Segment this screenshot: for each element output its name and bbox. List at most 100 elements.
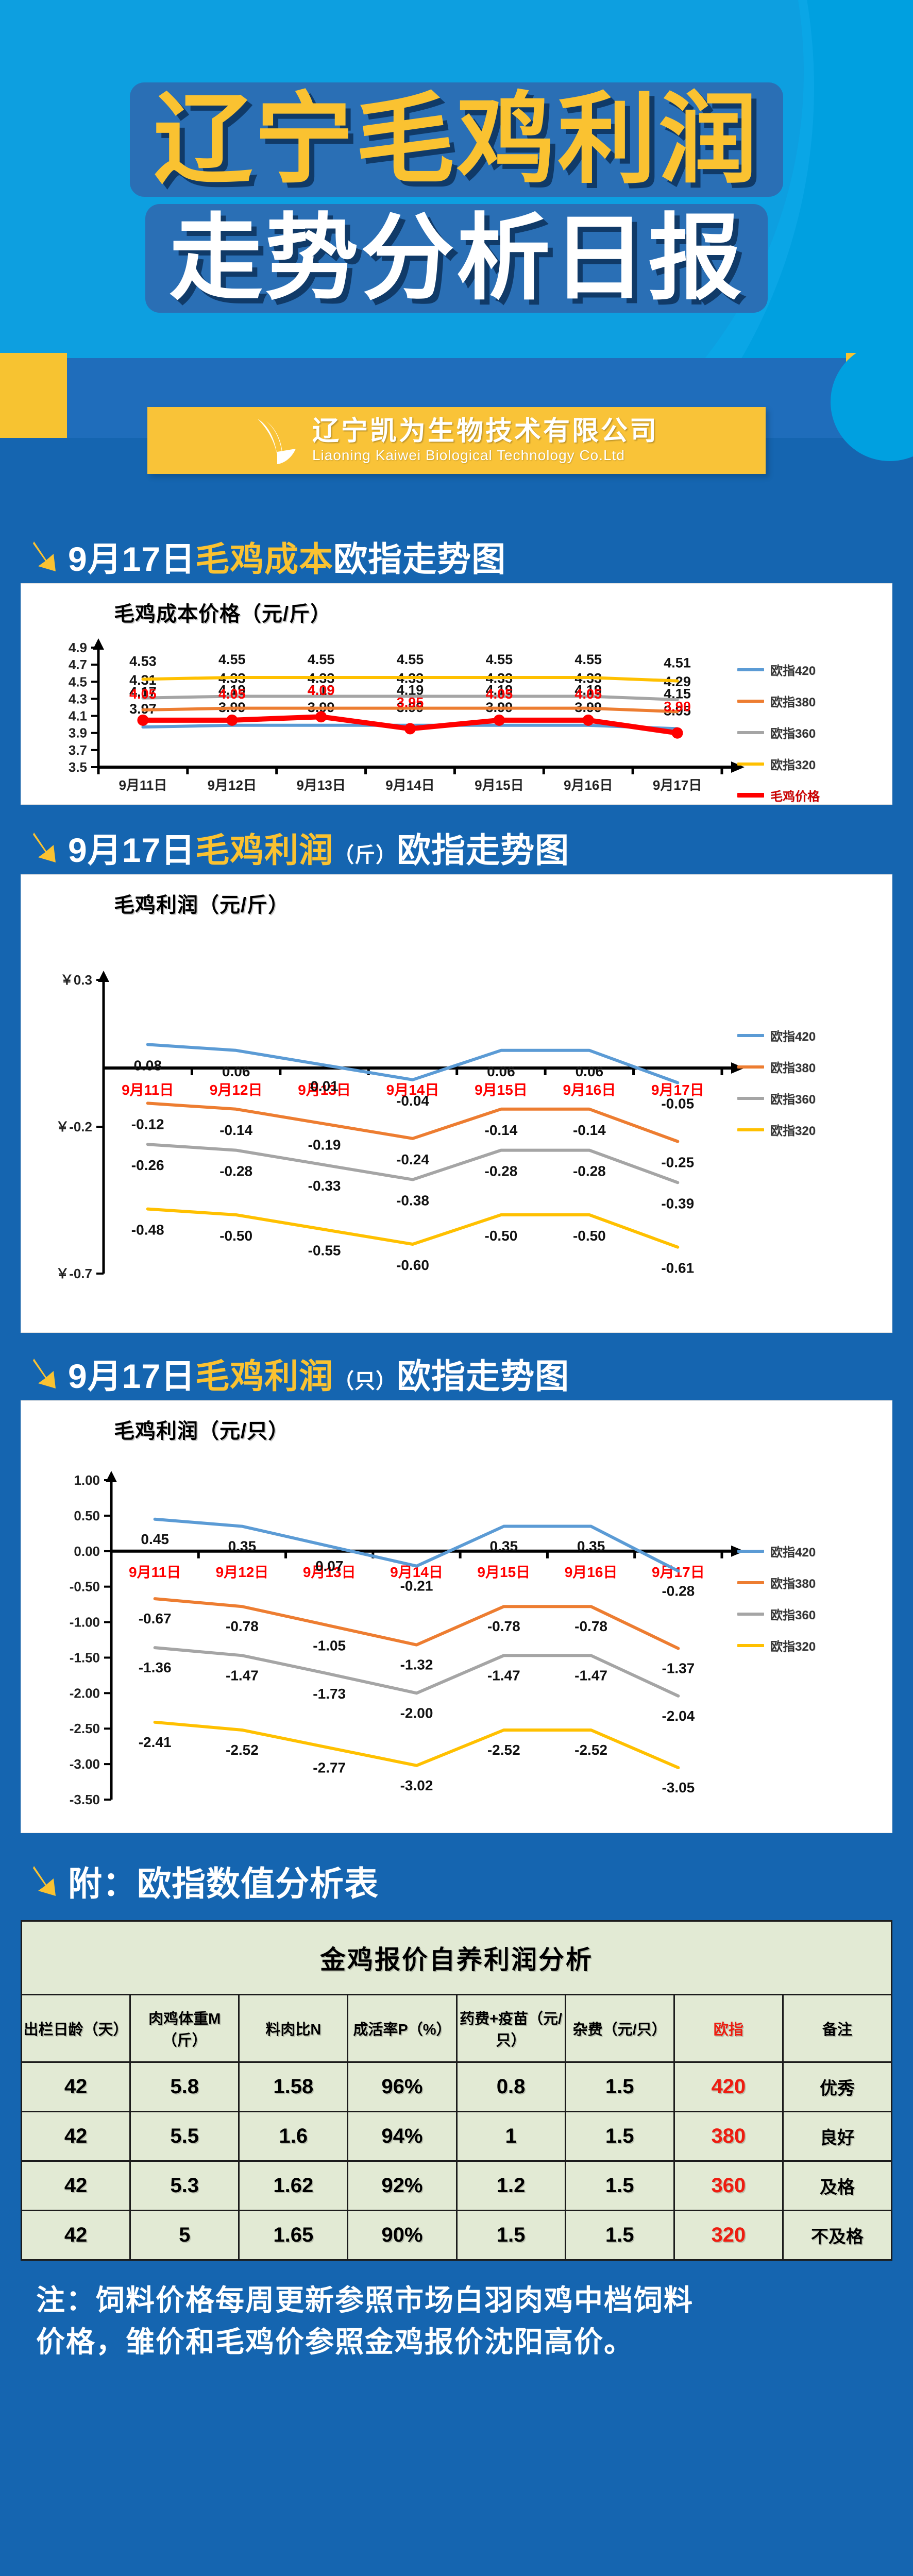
legend-item: 欧指420 bbox=[737, 660, 820, 679]
company-logo-icon bbox=[255, 416, 301, 465]
svg-text:-1.47: -1.47 bbox=[574, 1667, 607, 1683]
svg-text:3.90: 3.90 bbox=[664, 699, 691, 715]
svg-text:-0.50: -0.50 bbox=[573, 1228, 606, 1244]
svg-text:9月14日: 9月14日 bbox=[385, 777, 434, 793]
legend-item: 欧指320 bbox=[737, 1121, 816, 1139]
table-cell: 90% bbox=[347, 2210, 458, 2261]
table-row: 42 5.3 1.62 92% 1.2 1.5 360 及格 bbox=[20, 2160, 893, 2211]
table-caption-row: 金鸡报价自养利润分析 bbox=[21, 1920, 892, 1995]
section-heading-profit-jin: 9月17日毛鸡利润（斤）欧指走势图 bbox=[0, 820, 913, 874]
table-cell: 1.5 bbox=[564, 2160, 675, 2211]
svg-text:-0.28: -0.28 bbox=[485, 1163, 518, 1179]
table-cell: 320 bbox=[673, 2210, 784, 2261]
table-cell: 1.2 bbox=[455, 2160, 566, 2211]
svg-text:-2.50: -2.50 bbox=[70, 1721, 100, 1736]
svg-text:4.55: 4.55 bbox=[218, 652, 246, 667]
table-cell: 良好 bbox=[782, 2111, 893, 2162]
svg-text:0.06: 0.06 bbox=[576, 1063, 604, 1079]
svg-text:-2.00: -2.00 bbox=[400, 1705, 433, 1721]
svg-text:0.35: 0.35 bbox=[577, 1538, 605, 1554]
table-row: 42 5.8 1.58 96% 0.8 1.5 420 优秀 bbox=[20, 2061, 893, 2112]
chart-2-title: 毛鸡利润（元/斤） bbox=[114, 894, 290, 917]
chart-2-plot: ￥0.3 ￥-0.2 ￥-0.7 9月11日 9月12日 9月13日 9月14日 9月15日 9… bbox=[21, 923, 892, 1335]
svg-text:-0.38: -0.38 bbox=[396, 1193, 429, 1209]
svg-text:-1.00: -1.00 bbox=[70, 1615, 100, 1630]
footnote-line-2: 价格，雏价和毛鸡价参照金鸡报价沈阳高价。 bbox=[36, 2326, 634, 2359]
section-title-text: 9月17日毛鸡利润（斤）欧指走势图 bbox=[68, 823, 569, 872]
down-arrow-icon bbox=[33, 1358, 56, 1388]
svg-text:0.01: 0.01 bbox=[310, 1078, 339, 1094]
legend-color-swatch bbox=[737, 1643, 764, 1647]
section-keyword: 毛鸡利润 bbox=[195, 831, 334, 869]
legend-color-swatch bbox=[737, 1033, 764, 1037]
table-header-cell: 肉鸡体重M（斤） bbox=[129, 1994, 240, 2063]
legend-label: 欧指320 bbox=[770, 758, 816, 772]
svg-text:-0.14: -0.14 bbox=[485, 1122, 518, 1138]
analysis-table-wrap: 金鸡报价自养利润分析 出栏日龄（天） 肉鸡体重M（斤） 料肉比N 成活率P（%） 药费+疫… bbox=[20, 1920, 893, 2261]
legend-item: 欧指360 bbox=[737, 1089, 816, 1107]
section-title-text: 9月17日毛鸡成本欧指走势图 bbox=[68, 532, 506, 581]
svg-text:4.55: 4.55 bbox=[486, 652, 513, 667]
legend-color-swatch bbox=[737, 1549, 764, 1553]
table-cell: 420 bbox=[673, 2061, 784, 2112]
legend-label: 欧指380 bbox=[770, 696, 816, 709]
svg-text:4.53: 4.53 bbox=[129, 653, 157, 669]
svg-text:4.05: 4.05 bbox=[486, 686, 513, 702]
chart-card-cost: 毛鸡成本价格（元/斤） 3.5 3.7 3.9 4.1 4.3 4.5 4.7 4.9 9月11… bbox=[21, 583, 892, 805]
table-cell: 1.5 bbox=[564, 2210, 675, 2261]
table-cell: 42 bbox=[20, 2061, 131, 2112]
svg-text:4.05: 4.05 bbox=[218, 686, 246, 702]
svg-text:4.51: 4.51 bbox=[664, 655, 691, 671]
svg-text:-0.04: -0.04 bbox=[396, 1093, 429, 1109]
svg-text:0.06: 0.06 bbox=[487, 1063, 515, 1079]
legend-color-swatch bbox=[737, 1612, 764, 1616]
svg-text:9月15日: 9月15日 bbox=[475, 777, 523, 793]
section-keyword: 毛鸡成本 bbox=[195, 539, 334, 578]
svg-text:4.09: 4.09 bbox=[308, 683, 335, 698]
legend-color-swatch bbox=[737, 1581, 764, 1584]
table-cell: 1.5 bbox=[455, 2210, 566, 2261]
svg-text:9月15日: 9月15日 bbox=[475, 1082, 528, 1098]
legend-item: 欧指380 bbox=[737, 1058, 816, 1076]
legend-item: 欧指320 bbox=[737, 1636, 816, 1654]
table-header-cell: 出栏日龄（天） bbox=[20, 1994, 131, 2063]
svg-text:3.5: 3.5 bbox=[69, 759, 87, 775]
legend-item: 欧指380 bbox=[737, 1573, 816, 1591]
svg-text:￥-0.7: ￥-0.7 bbox=[56, 1266, 92, 1281]
svg-text:-0.78: -0.78 bbox=[487, 1618, 520, 1634]
legend-label: 欧指360 bbox=[770, 1608, 816, 1622]
section-suffix: 欧指走势图 bbox=[333, 539, 506, 578]
svg-text:4.55: 4.55 bbox=[308, 652, 335, 667]
svg-text:-0.05: -0.05 bbox=[661, 1096, 694, 1112]
svg-text:0.50: 0.50 bbox=[74, 1508, 100, 1523]
legend-label: 欧指380 bbox=[770, 1577, 816, 1591]
section-suffix: 欧指走势图 bbox=[397, 1357, 570, 1395]
svg-text:9月16日: 9月16日 bbox=[565, 1564, 618, 1580]
svg-text:-1.05: -1.05 bbox=[313, 1637, 346, 1653]
svg-text:-3.00: -3.00 bbox=[70, 1756, 100, 1772]
table-header-cell: 药费+疫苗（元/只） bbox=[455, 1994, 566, 2063]
table-cell: 1.6 bbox=[238, 2111, 349, 2162]
table-cell: 5 bbox=[129, 2210, 240, 2261]
legend-color-swatch bbox=[737, 731, 764, 734]
svg-text:-0.24: -0.24 bbox=[396, 1151, 429, 1167]
svg-text:-0.14: -0.14 bbox=[573, 1122, 606, 1138]
svg-text:3.95: 3.95 bbox=[397, 694, 424, 710]
section-title-text: 9月17日毛鸡利润（只）欧指走势图 bbox=[68, 1349, 569, 1398]
svg-text:4.3: 4.3 bbox=[69, 691, 87, 706]
svg-text:4.05: 4.05 bbox=[129, 686, 157, 702]
legend-item: 欧指360 bbox=[737, 1605, 816, 1623]
table-cell: 1.62 bbox=[238, 2160, 349, 2211]
svg-text:-0.28: -0.28 bbox=[573, 1163, 606, 1179]
table-cell: 1.5 bbox=[564, 2061, 675, 2112]
chart-1-plot: 3.5 3.7 3.9 4.1 4.3 4.5 4.7 4.9 9月11日 9月12日 9月13日 9… bbox=[21, 632, 892, 807]
svg-text:0.08: 0.08 bbox=[133, 1057, 162, 1073]
svg-text:-0.33: -0.33 bbox=[308, 1178, 341, 1194]
legend-item: 欧指320 bbox=[737, 755, 820, 773]
svg-text:4.55: 4.55 bbox=[574, 652, 602, 667]
svg-text:0.06: 0.06 bbox=[222, 1063, 250, 1079]
table-cell: 360 bbox=[673, 2160, 784, 2211]
table-cell: 5.3 bbox=[129, 2160, 240, 2211]
svg-text:-0.50: -0.50 bbox=[70, 1579, 100, 1595]
table-cell: 1.58 bbox=[238, 2061, 349, 2112]
